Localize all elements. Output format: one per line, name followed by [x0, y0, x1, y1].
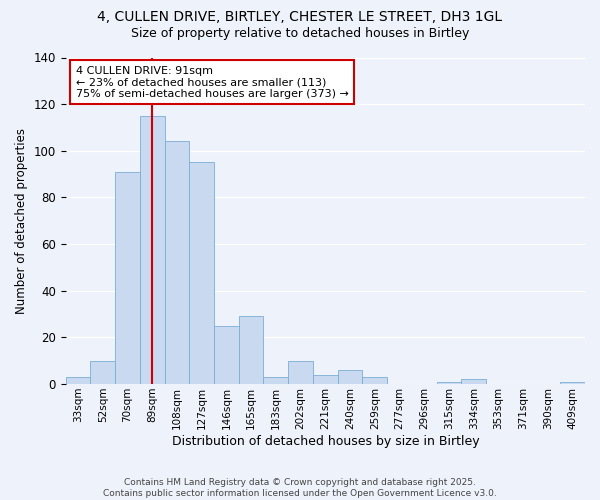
Bar	[437, 382, 461, 384]
Bar	[190, 162, 214, 384]
Bar	[115, 172, 140, 384]
Bar	[288, 360, 313, 384]
Bar	[313, 374, 338, 384]
Bar	[65, 377, 91, 384]
Text: 4, CULLEN DRIVE, BIRTLEY, CHESTER LE STREET, DH3 1GL: 4, CULLEN DRIVE, BIRTLEY, CHESTER LE STR…	[97, 10, 503, 24]
Bar	[164, 142, 190, 384]
Bar	[263, 377, 288, 384]
Bar	[461, 380, 486, 384]
Bar	[362, 377, 387, 384]
Y-axis label: Number of detached properties: Number of detached properties	[15, 128, 28, 314]
Bar	[239, 316, 263, 384]
Text: Size of property relative to detached houses in Birtley: Size of property relative to detached ho…	[131, 28, 469, 40]
Bar	[91, 360, 115, 384]
Bar	[214, 326, 239, 384]
Bar	[140, 116, 164, 384]
X-axis label: Distribution of detached houses by size in Birtley: Distribution of detached houses by size …	[172, 434, 479, 448]
Bar	[338, 370, 362, 384]
Bar	[560, 382, 585, 384]
Text: 4 CULLEN DRIVE: 91sqm
← 23% of detached houses are smaller (113)
75% of semi-det: 4 CULLEN DRIVE: 91sqm ← 23% of detached …	[76, 66, 349, 99]
Text: Contains HM Land Registry data © Crown copyright and database right 2025.
Contai: Contains HM Land Registry data © Crown c…	[103, 478, 497, 498]
